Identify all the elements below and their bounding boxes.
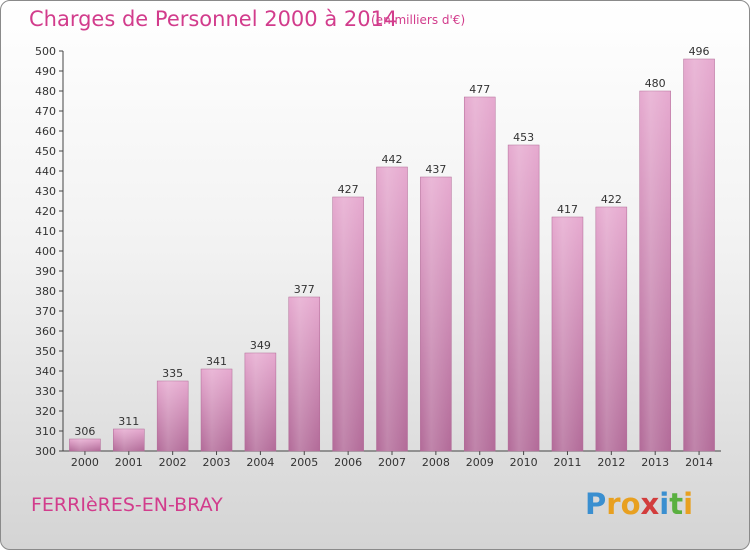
y-tick-label: 420 bbox=[35, 205, 56, 218]
bar-highlight bbox=[288, 297, 320, 451]
y-tick-label: 330 bbox=[35, 385, 56, 398]
bar-highlight bbox=[420, 177, 452, 451]
bar-highlight bbox=[551, 217, 583, 451]
bar-highlight bbox=[69, 439, 101, 451]
logo-letter: P bbox=[585, 487, 607, 521]
bar-value-label: 349 bbox=[250, 339, 271, 352]
bar-value-label: 480 bbox=[645, 77, 666, 90]
bar-highlight bbox=[639, 91, 671, 451]
x-tick-label: 2014 bbox=[685, 456, 713, 469]
bar-highlight bbox=[332, 197, 364, 451]
y-tick-label: 490 bbox=[35, 65, 56, 78]
x-tick-label: 2000 bbox=[71, 456, 99, 469]
chart-value-labels: 306 311 335 341 349 377 427 442 437 477 453 417 422 4… bbox=[74, 45, 709, 438]
x-tick-label: 2006 bbox=[334, 456, 362, 469]
bar-value-label: 477 bbox=[469, 83, 490, 96]
bar-highlight bbox=[376, 167, 408, 451]
y-tick-label: 470 bbox=[35, 105, 56, 118]
x-tick-label: 2010 bbox=[510, 456, 538, 469]
logo-letter: i bbox=[683, 487, 694, 521]
bar-highlight bbox=[244, 353, 276, 451]
logo-letter: r bbox=[606, 487, 621, 521]
logo-letter: x bbox=[640, 487, 660, 521]
y-tick-label: 430 bbox=[35, 185, 56, 198]
bar-value-label: 311 bbox=[118, 415, 139, 428]
bar-value-label: 306 bbox=[74, 425, 95, 438]
y-tick-label: 500 bbox=[35, 45, 56, 58]
bar-highlight bbox=[683, 59, 715, 451]
chart-title: Charges de Personnel 2000 à 2014 bbox=[29, 7, 398, 31]
y-tick-label: 310 bbox=[35, 425, 56, 438]
bar-highlight bbox=[508, 145, 540, 451]
y-tick-label: 460 bbox=[35, 125, 56, 138]
y-tick-label: 440 bbox=[35, 165, 56, 178]
bar-value-label: 442 bbox=[382, 153, 403, 166]
chart-bars bbox=[69, 58, 715, 452]
y-tick-label: 370 bbox=[35, 305, 56, 318]
y-tick-label: 480 bbox=[35, 85, 56, 98]
x-tick-label: 2007 bbox=[378, 456, 406, 469]
y-tick-label: 360 bbox=[35, 325, 56, 338]
x-tick-label: 2009 bbox=[466, 456, 494, 469]
y-tick-label: 300 bbox=[35, 445, 56, 458]
x-tick-label: 2001 bbox=[115, 456, 143, 469]
bar-value-label: 496 bbox=[689, 45, 710, 58]
bar-highlight bbox=[464, 97, 496, 451]
bar-value-label: 335 bbox=[162, 367, 183, 380]
chart-axes: 300 310 320 330 340 350 360 370 380 390 400 410 420 4… bbox=[35, 45, 721, 469]
y-tick-label: 390 bbox=[35, 265, 56, 278]
chart-subtitle: (en milliers d'€) bbox=[371, 13, 466, 27]
x-tick-label: 2011 bbox=[553, 456, 581, 469]
y-tick-label: 340 bbox=[35, 365, 56, 378]
bar-value-label: 437 bbox=[425, 163, 446, 176]
bar-value-label: 453 bbox=[513, 131, 534, 144]
logo-letter: i bbox=[659, 487, 670, 521]
bar-value-label: 422 bbox=[601, 193, 622, 206]
bar-value-label: 417 bbox=[557, 203, 578, 216]
x-tick-label: 2008 bbox=[422, 456, 450, 469]
y-tick-label: 350 bbox=[35, 345, 56, 358]
bar-value-label: 427 bbox=[338, 183, 359, 196]
bar-highlight bbox=[113, 429, 145, 451]
bar-value-label: 377 bbox=[294, 283, 315, 296]
x-tick-label: 2004 bbox=[246, 456, 274, 469]
bar-highlight bbox=[595, 207, 627, 451]
y-tick-label: 320 bbox=[35, 405, 56, 418]
logo-letter: t bbox=[669, 487, 684, 521]
y-tick-label: 410 bbox=[35, 225, 56, 238]
commune-name: FERRIèRES-EN-BRAY bbox=[31, 494, 223, 516]
bar-value-label: 341 bbox=[206, 355, 227, 368]
y-tick-label: 400 bbox=[35, 245, 56, 258]
y-tick-label: 380 bbox=[35, 285, 56, 298]
y-tick-label: 450 bbox=[35, 145, 56, 158]
logo-letter: o bbox=[620, 487, 641, 521]
bar-highlight bbox=[201, 369, 233, 451]
x-tick-label: 2012 bbox=[597, 456, 625, 469]
proxiti-logo: Proxiti bbox=[585, 487, 693, 521]
x-tick-label: 2013 bbox=[641, 456, 669, 469]
x-tick-label: 2005 bbox=[290, 456, 318, 469]
x-tick-label: 2003 bbox=[203, 456, 231, 469]
x-tick-label: 2002 bbox=[159, 456, 187, 469]
bar-highlight bbox=[157, 381, 189, 451]
